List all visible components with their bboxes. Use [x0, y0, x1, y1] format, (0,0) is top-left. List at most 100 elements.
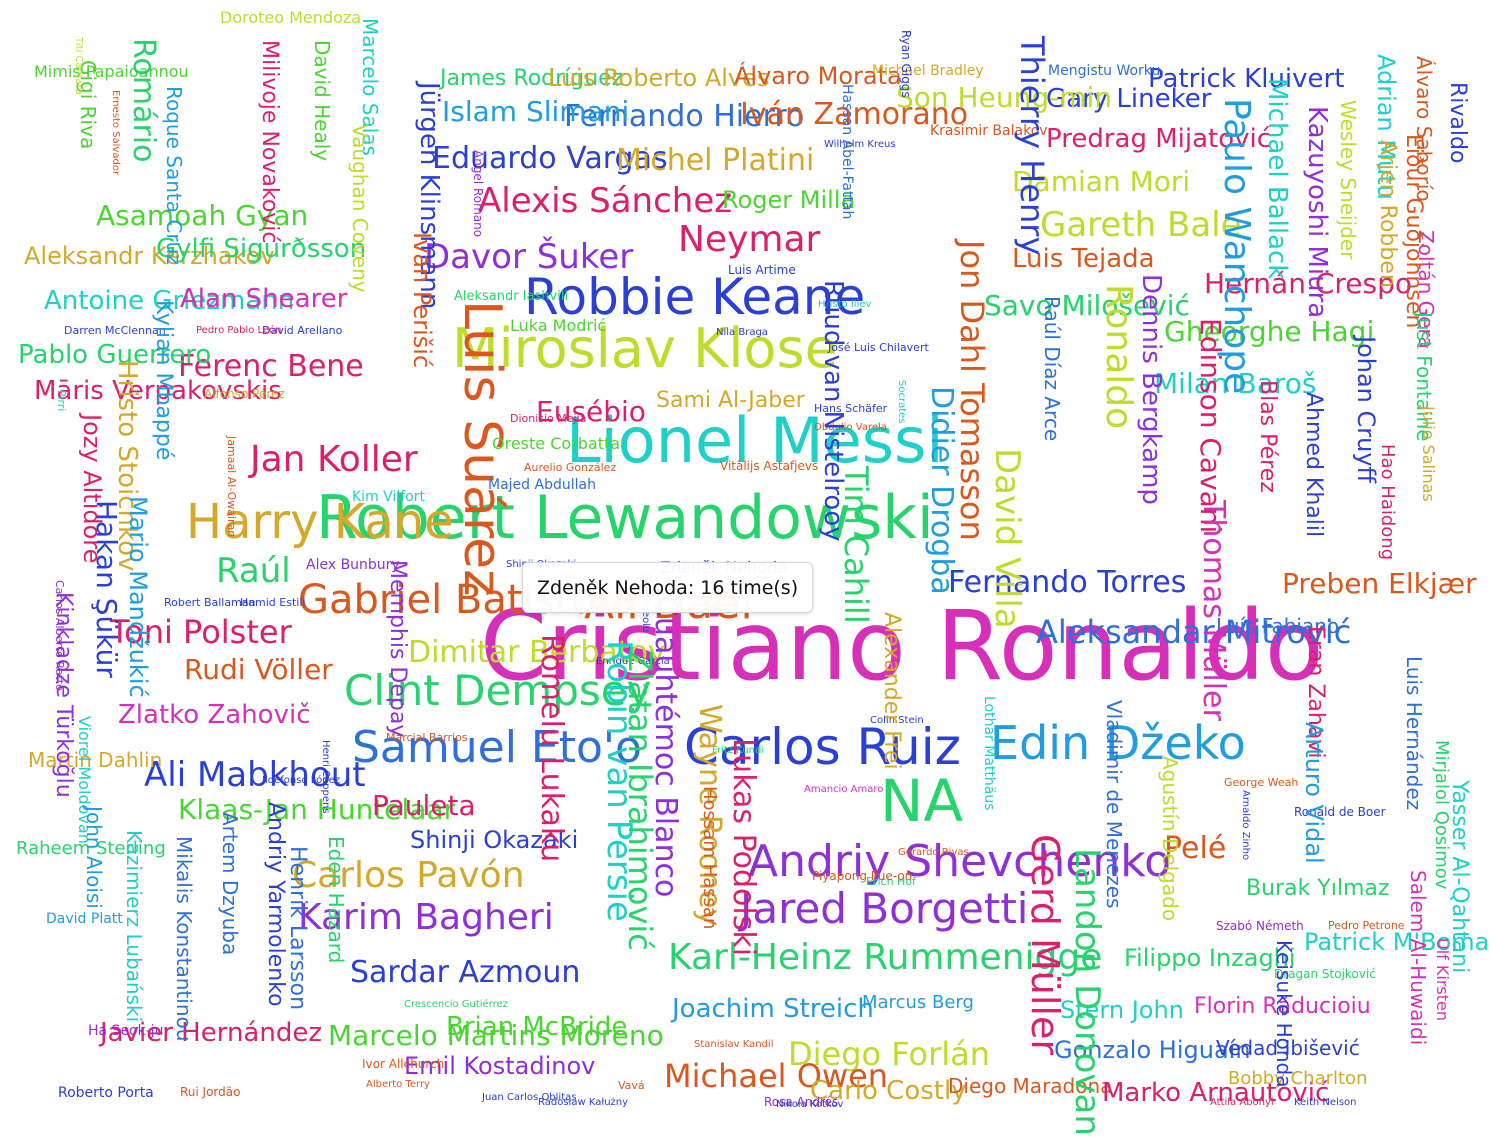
word-martin-dahlin[interactable]: Martin Dahlin [28, 748, 163, 772]
word-preben-elkj-r[interactable]: Preben Elkjær [1282, 567, 1477, 600]
word-dionisio-mejia[interactable]: Dionisio Mejía [510, 412, 587, 425]
word-florin-raducioiu[interactable]: Florin Răducioiu [1194, 994, 1371, 1019]
word-hans-schafer[interactable]: Hans Schäfer [814, 402, 888, 415]
word-sami-al-jaber[interactable]: Sami Al-Jaber [656, 388, 805, 413]
word-emil-kostadinov[interactable]: Emil Kostadinov [404, 1052, 596, 1080]
word-erich-hof[interactable]: Erich Hof [866, 875, 916, 888]
word-kazimierz-lubanski[interactable]: Kazimierz Lubański [122, 830, 146, 1023]
word-joachim-streich[interactable]: Joachim Streich [672, 994, 874, 1024]
word-nikola-kotkov[interactable]: Nikola Kotkov [776, 1099, 844, 1110]
word-stanislav-kandil[interactable]: Stanislav Kandil [694, 1039, 774, 1050]
word-luka-modric[interactable]: Luka Modrić [510, 316, 607, 335]
word-cristiano-ronaldo[interactable]: Cristiano Ronaldo [480, 590, 1324, 702]
word-michael-bradley[interactable]: Michael Bradley [872, 63, 984, 79]
word-son-heung-min[interactable]: Son Heung-min [896, 81, 1113, 114]
word-stern-john[interactable]: Stern John [1060, 996, 1184, 1024]
word-islam-slimani[interactable]: Islam Slimani [442, 95, 630, 128]
word-diego-maradona[interactable]: Diego Maradona [948, 1074, 1113, 1098]
word-alfonso-perez[interactable]: Alfonso Pérez [204, 387, 285, 401]
word-mirjalol-qosimov[interactable]: Mirjalol Qosimov [1431, 740, 1452, 890]
word-pedro-petrone[interactable]: Pedro Petrone [1328, 919, 1405, 932]
word-zlatko-zahovic[interactable]: Zlatko Zahovič [118, 700, 311, 730]
word-hao-haidong[interactable]: Hao Haidong [1377, 444, 1398, 561]
word-karim-bagheri[interactable]: Karim Bagheri [298, 897, 554, 938]
word-david-arellano[interactable]: David Arellano [262, 324, 343, 337]
word-marcelo-martins-moreno[interactable]: Marcelo Martins Moreno [328, 1019, 664, 1052]
word-marko-arnautovic[interactable]: Marko Arnautović [1102, 1078, 1330, 1108]
word-carlos-pavon[interactable]: Carlos Pavón [292, 855, 525, 896]
word-carlo-costly[interactable]: Carlo Costly [810, 1076, 967, 1106]
word-pablo-guerrero[interactable]: Pablo Guerrero [18, 340, 212, 370]
word-alexander-frei[interactable]: Alexander Frei [879, 612, 904, 770]
word-hristo-stoichkov[interactable]: Hristo Stoichkov [112, 360, 142, 572]
word-vava[interactable]: Vavá [618, 1079, 645, 1092]
word-luis-artime[interactable]: Luis Artime [728, 263, 796, 277]
word-savo-milosevic[interactable]: Savo Milošević [984, 289, 1190, 322]
word-crescencio-gutierrez[interactable]: Crescencio Gutiérrez [404, 999, 508, 1010]
word-rui-jordao[interactable]: Rui Jordão [180, 1085, 241, 1099]
word-john-aloisi[interactable]: John Aloisi [82, 806, 106, 909]
word-luis-tejada[interactable]: Luis Tejada [1012, 244, 1155, 274]
word-clint-dempsey[interactable]: Clint Dempsey [344, 666, 652, 715]
word-andriy-yarmolenko[interactable]: Andriy Yarmolenko [263, 802, 288, 1007]
word-wayne-rooney[interactable]: Wayne Rooney [692, 704, 727, 927]
word-vitalijs-astafjevs[interactable]: Vitālijs Astafjevs [720, 459, 819, 473]
word-james-rodriguez[interactable]: James Rodríguez [440, 66, 624, 91]
word-brian-mcbride[interactable]: Brian McBride [446, 1012, 628, 1042]
word-gheorghe-hagi[interactable]: Gheorghe Hagi [1164, 315, 1375, 348]
word-sardar-azmoun[interactable]: Sardar Azmoun [350, 955, 581, 990]
word-david-healy[interactable]: David Healy [310, 40, 334, 162]
word-diego-forlan[interactable]: Diego Forlán [788, 1035, 991, 1073]
word-angel-romano[interactable]: Ángel Romano [471, 150, 485, 238]
word-hamid-estili[interactable]: Hamid Estili [240, 596, 306, 609]
word-jozy-altidore[interactable]: Jozy Altidore [78, 414, 106, 564]
word-ahmed-khalil[interactable]: Ahmed Khalil [1301, 392, 1326, 538]
word-gonzalo-higuain[interactable]: Gonzalo Higuaín [1054, 1036, 1251, 1064]
word-rudi-voller[interactable]: Rudi Völler [184, 653, 333, 686]
word-ronald-de-boer[interactable]: Ronald de Boer [1294, 805, 1386, 819]
word-arjen-robben[interactable]: Arjen Robben [1375, 140, 1400, 288]
word-mengistu-worku[interactable]: Mengistu Worku [1048, 63, 1161, 79]
word-damian-mori[interactable]: Damian Mori [1012, 165, 1191, 198]
word-marcial-barrios[interactable]: Marcial Barrios [386, 731, 468, 744]
word-predrag-mijatovic[interactable]: Predrag Mijatović [1046, 124, 1272, 154]
word-luis-suarez[interactable]: Luis Suárez [452, 300, 512, 597]
word-marcelo-salas[interactable]: Marcelo Salas [358, 18, 382, 156]
word-javier-hernandez[interactable]: Javier Hernández [100, 1018, 322, 1048]
word-rosa-andres[interactable]: Rosa Andrés [764, 1095, 839, 1109]
word-david-platt[interactable]: David Platt [46, 911, 123, 927]
word-antoine-griezmann[interactable]: Antoine Griezmann [44, 286, 295, 316]
word-gigi-riva[interactable]: Gigi Riva [76, 60, 100, 150]
word-carlos-alberto-ratto[interactable]: Carlos Alberto Ratto [53, 580, 66, 691]
word-ha-seok-ju[interactable]: Ha Seok-ju [88, 1023, 164, 1039]
word-harry-kane[interactable]: Harry Kane [186, 494, 454, 550]
word-robbie-keane[interactable]: Robbie Keane [524, 268, 866, 326]
word-jamaal-al-owairan[interactable]: Jamaal Al-Owairan [225, 436, 238, 538]
word-memphis-depay[interactable]: Memphis Depay [385, 560, 410, 738]
word-raheem-sterling[interactable]: Raheem Sterling [16, 838, 166, 859]
word-andriy-shevchenko[interactable]: Andriy Shevchenko [748, 836, 1172, 887]
word-gerd-muller[interactable]: Gerd Müller [1023, 834, 1067, 1055]
word-colin-stein[interactable]: Colin Stein [870, 715, 924, 726]
word-mario-mandzukic[interactable]: Mario Mandžukić [124, 496, 152, 698]
word-dimitar-berbatov[interactable]: Dimitar Berbatov [408, 635, 666, 670]
word-romelu-lukaku[interactable]: Romelu Lukaku [534, 634, 569, 863]
word-gary-lineker[interactable]: Gary Lineker [1046, 84, 1212, 114]
word-luis-hernandez[interactable]: Luis Hernández [1402, 656, 1426, 811]
word-vedad-ibisevic[interactable]: Vedad Ibišević [1216, 1036, 1360, 1060]
word-szabo-nemeth[interactable]: Szabó Németh [1216, 919, 1304, 933]
word-na[interactable]: NA [880, 767, 964, 835]
word-milivoje-novakovic[interactable]: Milivoje Novaković [257, 40, 282, 244]
word-nila-braga[interactable]: Nila Braga [716, 327, 768, 338]
word-shinji-okazaki[interactable]: Shinji Okazaki [410, 826, 579, 854]
word-dennis-bergkamp[interactable]: Dennis Bergkamp [1136, 274, 1166, 505]
word-raul[interactable]: Raúl [216, 551, 291, 591]
word-ei-ur-gu-johnsen[interactable]: Eiður Guðjohnsen [1401, 134, 1426, 329]
word-karl-heinz-rummenigge[interactable]: Karl-Heinz Rummenigge [668, 937, 1103, 978]
word-raul-diaz-arce[interactable]: Raúl Díaz Arce [1040, 296, 1064, 442]
word-ferenc-bene[interactable]: Ferenc Bene [178, 349, 364, 384]
word-milan-baros[interactable]: Milan Baroš [1154, 367, 1317, 400]
word-socrates[interactable]: Socrates [896, 380, 907, 424]
word-zlatan-ibrahimovic[interactable]: Zlatan Ibrahimović [621, 650, 659, 951]
word-burak-y-lmaz[interactable]: Burak Yılmaz [1246, 876, 1390, 901]
